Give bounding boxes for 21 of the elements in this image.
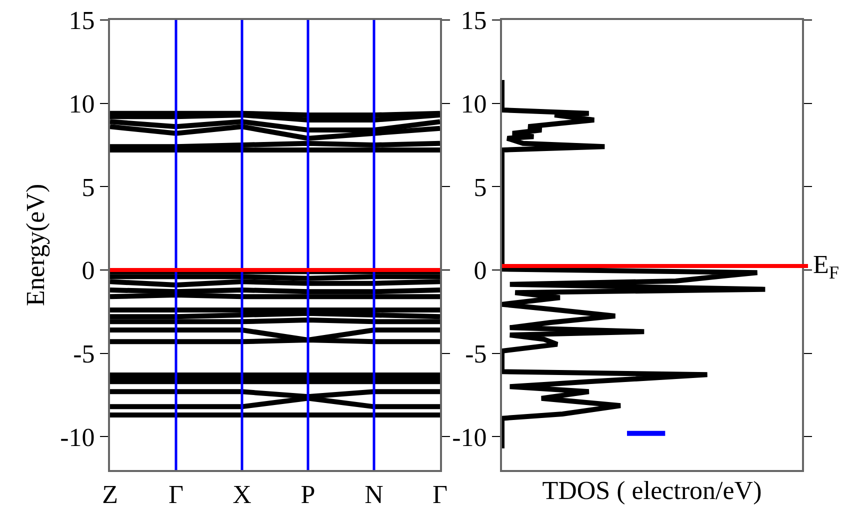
y-tick-label: 10 (68, 89, 95, 118)
y-tick-label: 15 (460, 6, 487, 36)
y-axis-title: Energy(eV) (21, 184, 50, 306)
x-tick-label: N (364, 480, 384, 510)
y-tick-label: 5 (82, 172, 95, 202)
y-tick-label: -5 (465, 339, 487, 368)
y-tick-label: 0 (474, 256, 487, 286)
y-tick-label: -10 (60, 422, 95, 452)
x-tick-label: P (300, 480, 316, 510)
x-tick-label: Γ (168, 480, 184, 510)
x-axis-title: TDOS ( electron/eV) (542, 476, 762, 506)
x-tick-label: X (232, 480, 252, 510)
y-tick-label: -10 (452, 422, 487, 452)
y-tick-label: -5 (73, 339, 95, 368)
ref-line-label: E$_{F}$ (813, 250, 840, 282)
x-tick-label: Γ (432, 480, 448, 510)
y-tick-label: 5 (474, 172, 487, 202)
x-tick-label: Z (102, 480, 118, 510)
y-tick-label: 15 (68, 6, 95, 36)
y-tick-label: 0 (82, 256, 95, 286)
y-tick-label: 10 (460, 89, 487, 118)
